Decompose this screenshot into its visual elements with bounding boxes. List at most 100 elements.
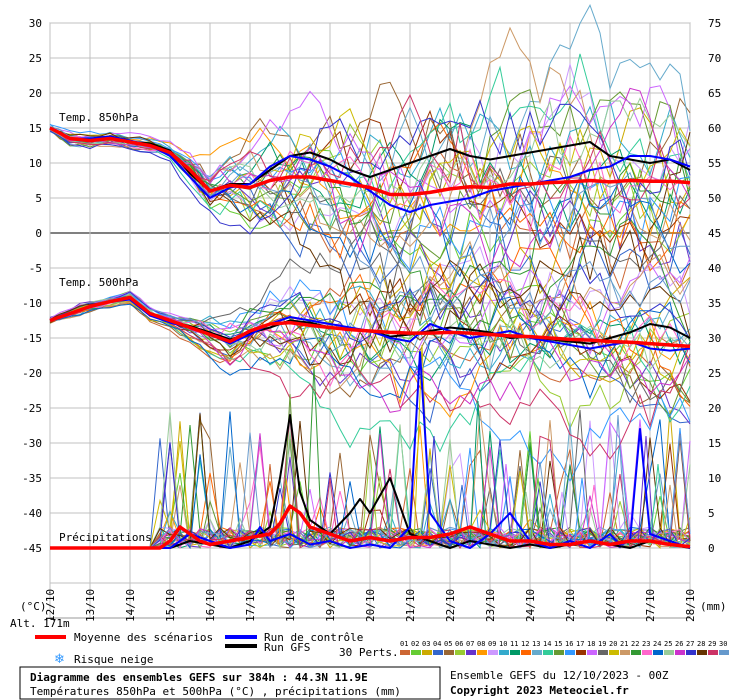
y-tick-right: 50 [708,192,721,205]
legend-mean-label: Moyenne des scénarios [74,631,213,644]
legend-control-label: Run de contrôle [264,631,363,644]
pert-line-t850-22 [49,127,691,317]
pert-legend-swatch [400,650,410,655]
pert-legend-number: 04 [433,640,441,648]
x-tick: 18/10 [284,589,297,622]
precip-spike [529,477,547,545]
pert-legend-swatch [697,650,707,655]
precip-spike [385,484,403,545]
copyright: Copyright 2023 Meteociel.fr [450,684,629,697]
pert-line-t850-10 [49,100,691,188]
pert-legend-number: 28 [697,640,705,648]
legend-gfs-label: Run GFS [264,641,310,654]
x-tick: 16/10 [204,589,217,622]
pert-legend-number: 14 [543,640,551,648]
pert-legend-swatch [477,650,487,655]
y-tick-left: -35 [22,472,42,485]
x-tick: 17/10 [244,589,257,622]
pert-legend-number: 24 [653,640,661,648]
y-tick-right: 10 [708,472,721,485]
mean-line-precip [50,504,691,550]
pert-legend-number: 01 [400,640,408,648]
pert-line-t850-18 [49,85,691,220]
x-tick: 26/10 [604,589,617,622]
pert-legend-swatch [631,650,641,655]
pert-line-precip-29 [50,414,691,549]
pert-legend-swatch [664,650,674,655]
x-tick: 20/10 [364,589,377,622]
ensemble-info: Ensemble GEFS du 12/10/2023 - 00Z [450,669,669,682]
pert-legend-swatch [455,650,465,655]
axis-labels: 302520151050-5-10-15-20-25-30-35-40-4575… [22,17,721,622]
y-tick-right: 30 [708,332,721,345]
x-tick: 12/10 [44,589,57,622]
x-tick: 13/10 [84,589,97,622]
precip-spike [573,477,591,545]
y-tick-left: 10 [29,157,42,170]
pert-legend-swatch [543,650,553,655]
pert-legend-swatch [521,650,531,655]
pert-legend-number: 25 [664,640,672,648]
pert-legend-number: 11 [510,640,518,648]
precip-spike [661,484,679,545]
pert-legend-swatch [675,650,685,655]
precip-spike [585,484,603,545]
left-axis-unit: (°C) [20,600,47,613]
main-series-lines [49,126,691,550]
pert-line-t500-24 [49,296,691,400]
pert-legend-swatch [532,650,542,655]
pert-legend-number: 16 [565,640,573,648]
pert-legend-number: 18 [587,640,595,648]
precip-spike [305,365,323,545]
precip-spike [281,393,299,545]
y-tick-right: 75 [708,17,721,30]
snowflake-icon: ❄ [54,652,65,667]
pert-legend-swatch [565,650,575,655]
x-tick: 23/10 [484,589,497,622]
y-tick-left: 0 [35,227,42,240]
pert-legend-number: 12 [521,640,529,648]
gfs-line-t850 [49,127,691,192]
y-tick-left: -20 [22,367,42,380]
pert-legend-swatch [642,650,652,655]
mean-line-t850 [49,126,691,197]
y-tick-left: -40 [22,507,42,520]
x-tick: 21/10 [404,589,417,622]
chart-title: Diagramme des ensembles GEFS sur 384h : … [30,671,368,684]
pert-line-t850-14 [49,53,691,228]
pert-legend-number: 02 [411,640,419,648]
y-tick-left: -30 [22,437,42,450]
pert-legend-swatch [466,650,476,655]
x-tick: 24/10 [524,589,537,622]
precip-spike [649,463,667,545]
pert-legend-number: 05 [444,640,452,648]
pert-legend-swatch [422,650,432,655]
precip-spike [637,435,655,545]
pert-legend-number: 29 [708,640,716,648]
x-tick: 22/10 [444,589,457,622]
precip-spike [361,449,379,545]
pert-legend-swatch [587,650,597,655]
precip-spike [453,484,471,545]
y-tick-right: 15 [708,437,721,450]
y-tick-left: 5 [35,192,42,205]
precip-spike [553,491,571,545]
x-tick: 14/10 [124,589,137,622]
pert-legend-swatch [686,650,696,655]
pert-legend-swatch [620,650,630,655]
precip-spike [321,477,339,545]
pert-legend-swatch [433,650,443,655]
legend-snow-label: Risque neige [74,653,153,666]
y-tick-right: 5 [708,507,715,520]
x-tick: 27/10 [644,589,657,622]
y-tick-right: 0 [708,542,715,555]
y-tick-left: -5 [29,262,42,275]
precip-spike [469,400,487,545]
pert-legend-number: 21 [620,640,628,648]
pert-line-t500-20 [49,254,691,382]
precip-spike [609,414,627,545]
y-tick-left: -10 [22,297,42,310]
pert-line-t500-27 [49,262,691,343]
pert-legend-swatch [653,650,663,655]
